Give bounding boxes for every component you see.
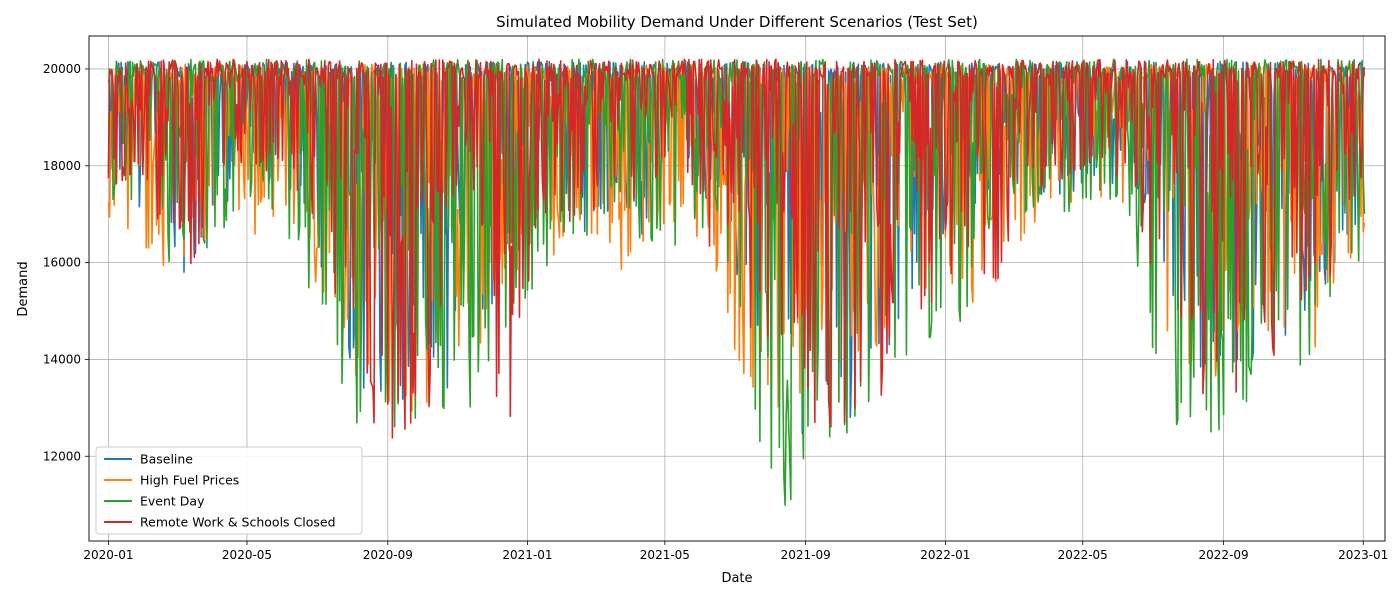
x-axis-label: Date	[721, 571, 752, 586]
y-tick-label: 20000	[43, 62, 81, 76]
legend-label-high-fuel-prices: High Fuel Prices	[140, 473, 239, 488]
legend-label-baseline: Baseline	[140, 452, 193, 467]
y-axis-label: Demand	[16, 261, 31, 316]
x-tick-label: 2021-01	[502, 548, 552, 562]
legend-label-remote-work-schools-closed: Remote Work & Schools Closed	[140, 515, 336, 530]
y-axis-ticks: 12000 14000 16000 18000 20000	[43, 62, 89, 463]
y-tick-label: 14000	[43, 352, 81, 366]
series-line-remote-work-schools-closed	[107, 58, 1366, 439]
x-tick-label: 2021-09	[781, 548, 831, 562]
legend-box	[95, 446, 363, 535]
x-tick-label: 2020-09	[363, 548, 413, 562]
chart-title: Simulated Mobility Demand Under Differen…	[496, 13, 978, 31]
legend: Baseline High Fuel Prices Event Day Remote …	[95, 446, 363, 535]
x-tick-label: 2020-01	[83, 548, 133, 562]
x-tick-label: 2022-05	[1058, 548, 1108, 562]
x-tick-label: 2023-01	[1338, 548, 1388, 562]
x-axis-ticks: 2020-01 2020-05 2020-09 2021-01 2021-05 2021-…	[83, 541, 1388, 562]
x-tick-label: 2021-05	[640, 548, 690, 562]
y-tick-label: 16000	[43, 256, 81, 270]
series-lines	[107, 58, 1366, 506]
x-tick-label: 2022-09	[1199, 548, 1249, 562]
plot-frame	[88, 35, 1386, 542]
y-tick-label: 12000	[43, 449, 81, 463]
y-tick-label: 18000	[43, 159, 81, 173]
x-tick-label: 2020-05	[222, 548, 272, 562]
x-tick-label: 2022-01	[920, 548, 970, 562]
legend-label-event-day: Event Day	[140, 494, 205, 509]
